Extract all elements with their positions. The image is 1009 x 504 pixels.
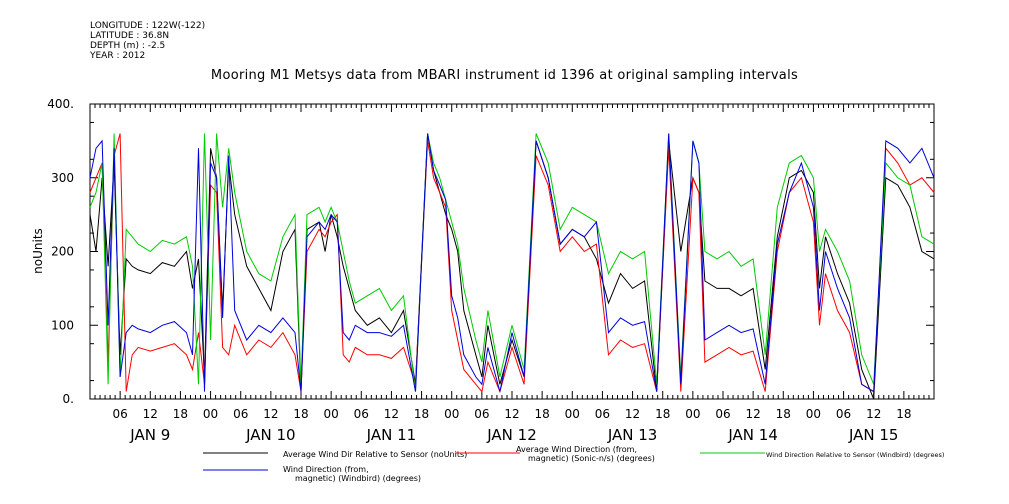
x-hour-label: 18 [896,407,911,421]
legend-label-1: Average Wind Dir Relative to Sensor (noU… [283,450,467,459]
series-line-1 [89,133,935,400]
x-day-label: JAN 9 [129,426,170,444]
x-day-label: JAN 11 [366,426,417,444]
y-tick-label: 100 [51,318,74,332]
x-hour-label: 06 [474,407,489,421]
x-hour-label: 00 [203,407,218,421]
depth-label: DEPTH (m) : -2.5 [90,41,166,51]
series-line-2 [89,133,935,394]
x-day-label: JAN 14 [727,426,778,444]
x-hour-label: 00 [685,407,700,421]
x-hour-label: 18 [776,407,791,421]
legend-label-3: Wind Direction Relative to Sensor (Windb… [766,451,944,459]
chart-axes: 0. 100 200 300 400. 06 12 18 00 06 12 18 00 06 12 18 00 0… [47,97,935,444]
y-axis-label: noUnits [31,228,45,274]
chart-title: Mooring M1 Metsys data from MBARI instru… [210,68,799,83]
x-hour-label: 18 [173,407,188,421]
x-hour-label: 18 [414,407,429,421]
x-day-label: JAN 15 [848,426,899,444]
legend-label-4: Wind Direction (from, magnetic) (Windbird… [283,465,421,483]
x-day-label: JAN 13 [607,426,658,444]
series-line-4 [89,133,935,393]
metadata-block: LONGITUDE : 122W(-122) LATITUDE : 36.8N … [90,21,205,61]
chart-legend: Average Wind Dir Relative to Sensor (noU… [203,445,944,483]
x-hour-label: 18 [535,407,550,421]
y-tick-label: 0. [63,392,74,406]
x-hour-label: 12 [143,407,158,421]
latitude-label: LATITUDE : 36.8N [90,31,170,41]
x-hour-label: 00 [324,407,339,421]
y-tick-label: 300 [51,171,74,185]
x-hour-label: 18 [293,407,308,421]
x-hour-label: 06 [715,407,730,421]
series-line-3 [89,133,935,392]
y-tick-label: 200 [51,245,74,259]
x-hour-label: 12 [504,407,519,421]
x-day-label: JAN 12 [486,426,537,444]
longitude-label: LONGITUDE : 122W(-122) [90,21,206,31]
x-hour-label: 00 [444,407,459,421]
x-hour-label: 06 [233,407,248,421]
x-hour-label: 06 [836,407,851,421]
x-hour-label: 00 [565,407,580,421]
x-hour-label: 12 [384,407,399,421]
x-hour-label: 00 [806,407,821,421]
year-label: YEAR : 2012 [90,51,146,61]
x-hour-label: 12 [625,407,640,421]
x-hour-label: 06 [354,407,369,421]
legend-label-2: Average Wind Direction (from, magnetic) (… [516,445,655,463]
x-hour-label: 12 [263,407,278,421]
x-hour-label: 18 [655,407,670,421]
y-tick-label: 400. [47,97,74,111]
x-hour-label: 12 [866,407,881,421]
x-hour-label: 06 [113,407,128,421]
x-hour-label: 12 [746,407,761,421]
x-day-label: JAN 10 [245,426,296,444]
x-hour-label: 06 [595,407,610,421]
plot-area [89,133,935,400]
